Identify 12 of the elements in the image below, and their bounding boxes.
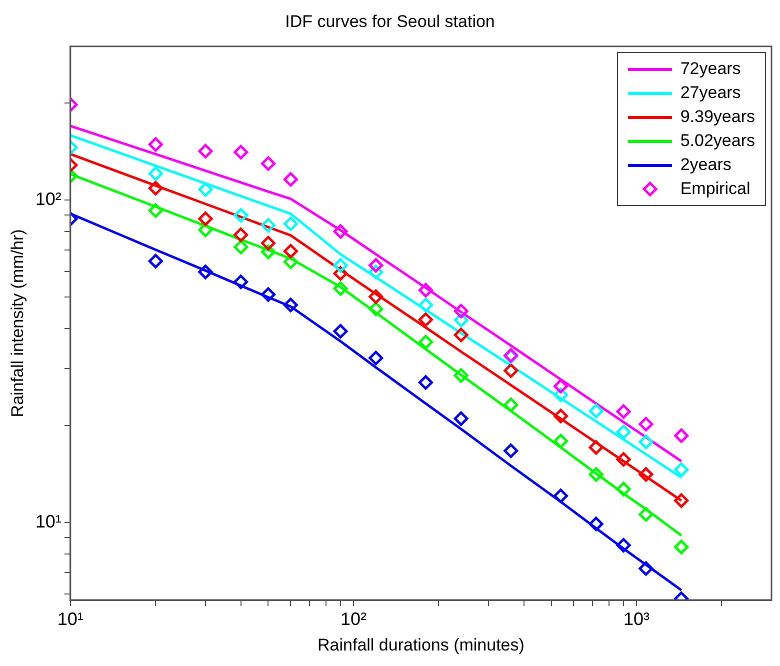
legend-label: 27years <box>680 83 741 103</box>
x-tick-label: 10² <box>340 608 366 629</box>
legend-label: 72years <box>680 59 741 79</box>
x-tick-label: 10¹ <box>57 608 84 629</box>
legend-label: 5.02years <box>680 131 755 151</box>
x-tick-label: 10³ <box>623 608 650 629</box>
legend-label: Empirical <box>680 179 750 199</box>
legend-label: 2years <box>680 155 732 175</box>
legend-label: 9.39years <box>680 107 755 127</box>
chart-title: IDF curves for Seoul station <box>285 12 495 31</box>
y-axis-title: Rainfall intensity (mm/hr) <box>8 229 27 418</box>
x-axis-title: Rainfall durations (minutes) <box>317 635 524 654</box>
